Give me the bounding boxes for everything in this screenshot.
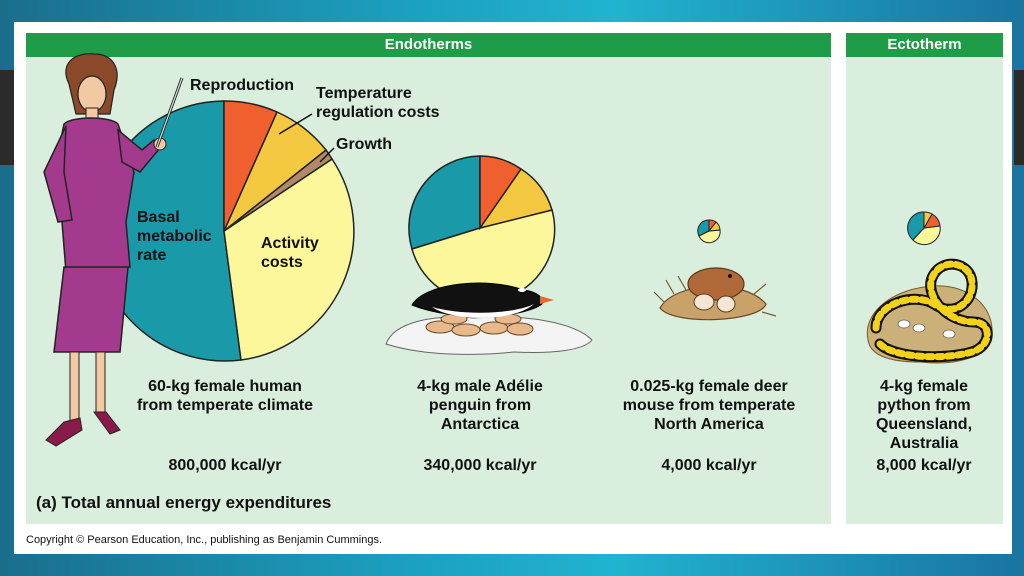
python-pie bbox=[907, 211, 941, 246]
organism-label-python: 4-kg female python from Queensland, Aust… bbox=[875, 378, 973, 452]
python-illustration bbox=[866, 258, 993, 364]
caption-text: Total annual energy expenditures bbox=[61, 493, 332, 512]
background-tab-right bbox=[1014, 70, 1024, 165]
copyright-notice: Copyright © Pearson Education, Inc., pub… bbox=[26, 534, 383, 546]
label-activity-costs: Activity costs bbox=[261, 235, 319, 271]
figure-drawing bbox=[43, 53, 993, 447]
energy-python: 8,000 kcal/yr bbox=[876, 457, 972, 474]
penguin-illustration bbox=[385, 282, 593, 355]
endotherms-header: Endotherms bbox=[26, 33, 831, 57]
background-tab-left bbox=[0, 70, 14, 165]
ectotherm-header: Ectotherm bbox=[846, 33, 1003, 57]
caption-letter: (a) bbox=[36, 493, 57, 512]
energy-human: 800,000 kcal/yr bbox=[168, 457, 282, 474]
figure-caption: (a) Total annual energy expenditures bbox=[36, 493, 331, 512]
energy-mouse: 4,000 kcal/yr bbox=[661, 457, 757, 474]
slide: Endotherms Ectotherm bbox=[14, 22, 1012, 554]
label-reproduction: Reproduction bbox=[190, 77, 294, 94]
woman-illustration bbox=[43, 53, 184, 447]
label-temperature-regulation: Temperature regulation costs bbox=[316, 85, 440, 121]
human-pie bbox=[94, 100, 355, 362]
organism-label-mouse: 0.025-kg female deer mouse from temperat… bbox=[622, 378, 796, 433]
pie-activity bbox=[223, 157, 355, 361]
label-growth: Growth bbox=[336, 136, 392, 153]
label-basal-metabolic-rate: Basal metabolic rate bbox=[137, 209, 212, 264]
pie-reproduction bbox=[223, 100, 278, 232]
energy-penguin: 340,000 kcal/yr bbox=[423, 457, 537, 474]
penguin-pie bbox=[408, 155, 556, 303]
organism-label-human: 60-kg female human from temperate climat… bbox=[136, 378, 314, 414]
mouse-pie bbox=[697, 219, 721, 244]
mouse-illustration bbox=[653, 267, 777, 321]
organism-label-penguin: 4-kg male Adélie penguin from Antarctica bbox=[417, 378, 543, 433]
